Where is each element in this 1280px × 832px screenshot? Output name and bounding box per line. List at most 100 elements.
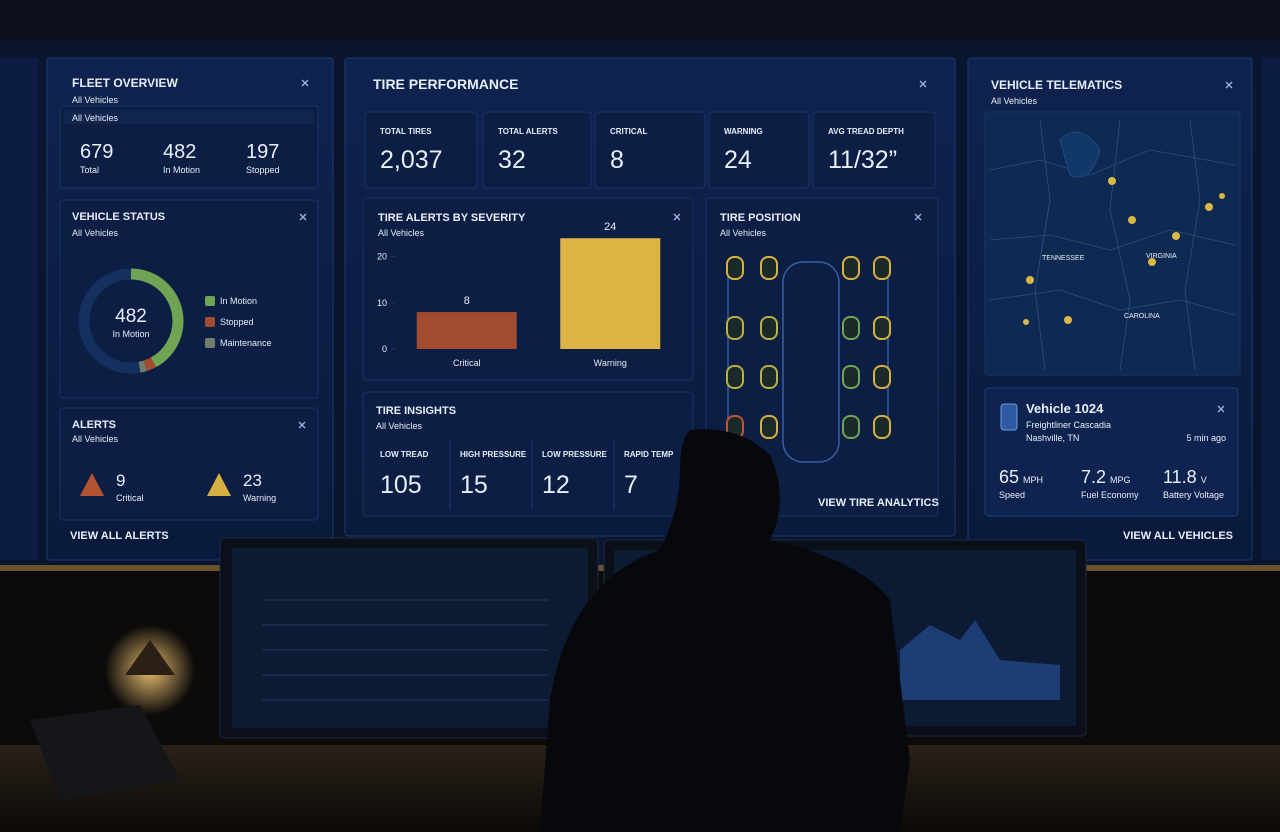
- stat-value: 2,037: [380, 146, 443, 174]
- link[interactable]: VIEW TIRE ANALYTICS: [818, 497, 939, 509]
- metric-unit: MPH: [1023, 475, 1043, 485]
- tire: [842, 256, 860, 280]
- close-icon[interactable]: [1217, 405, 1225, 413]
- panel-subtitle: All Vehicles: [720, 228, 767, 238]
- y-tick-label: 10: [377, 298, 387, 308]
- legend-label: In Motion: [220, 296, 257, 306]
- map: [984, 111, 1241, 376]
- map-markers: [1023, 177, 1225, 325]
- legend-label: Maintenance: [220, 338, 272, 348]
- vehicle-name: Vehicle 1024: [1026, 401, 1104, 416]
- close-icon[interactable]: [914, 213, 922, 221]
- link[interactable]: VIEW ALL ALERTS: [70, 530, 169, 542]
- stat-value: 15: [460, 471, 488, 499]
- tire: [760, 256, 778, 280]
- metric-value: 65: [999, 467, 1019, 487]
- legend-swatch: [205, 296, 215, 306]
- tire: [760, 365, 778, 389]
- panel-title: TIRE PERFORMANCE: [373, 76, 518, 92]
- alert-value: 23: [243, 471, 262, 490]
- donut-segment: [78, 268, 184, 374]
- tire: [873, 415, 891, 439]
- close-icon[interactable]: [299, 213, 307, 221]
- metric-unit: MPG: [1110, 475, 1131, 485]
- tire: [760, 316, 778, 340]
- map-line: [1184, 119, 1201, 371]
- tire: [726, 365, 744, 389]
- stat-label: Total: [80, 165, 99, 175]
- stat-value: 482: [163, 141, 196, 163]
- stat-label: WARNING: [724, 127, 763, 136]
- edge-screen: [1262, 58, 1280, 560]
- value-label: 24: [604, 221, 616, 233]
- metric-label: Speed: [999, 490, 1025, 500]
- card: [59, 199, 319, 399]
- x-tick-label: Warning: [594, 358, 627, 368]
- stat-label: HIGH PRESSURE: [460, 450, 527, 459]
- chart-title: TIRE ALERTS BY SEVERITY: [378, 212, 526, 224]
- alert-value: 9: [116, 471, 125, 490]
- stat-label: TOTAL ALERTS: [498, 127, 558, 136]
- vehicle-time: 5 min ago: [1186, 433, 1226, 443]
- link[interactable]: VIEW ALL VEHICLES: [1123, 530, 1233, 542]
- stat-card: [594, 111, 706, 189]
- stat-value: 32: [498, 146, 526, 174]
- panel-subtitle: All Vehicles: [376, 421, 423, 431]
- stat-card: [708, 111, 810, 189]
- bar: [560, 238, 661, 349]
- stat-label: In Motion: [163, 165, 200, 175]
- monitor-chart: [900, 620, 1060, 700]
- close-icon[interactable]: [919, 80, 927, 88]
- center-value: 482: [115, 306, 147, 327]
- phone: [30, 705, 180, 800]
- map-marker: [1219, 193, 1225, 199]
- alert-label: Critical: [116, 493, 144, 503]
- close-icon[interactable]: [298, 421, 306, 429]
- legend-swatch: [205, 317, 215, 327]
- vehicle-model: Freightliner Cascadia: [1026, 420, 1111, 430]
- metric-label: Battery Voltage: [1163, 490, 1224, 500]
- map-line: [989, 149, 1236, 176]
- close-icon[interactable]: [301, 79, 309, 87]
- stat-value: 12: [542, 471, 570, 499]
- map-line: [989, 289, 1236, 316]
- stat-value: 24: [724, 146, 752, 174]
- x-tick-label: Critical: [453, 358, 481, 368]
- lamp: [125, 640, 175, 675]
- tire: [842, 415, 860, 439]
- close-icon[interactable]: [1225, 81, 1233, 89]
- metric-unit: V: [1201, 475, 1207, 485]
- panel-title: TIRE INSIGHTS: [376, 405, 456, 417]
- legend-swatch: [205, 338, 215, 348]
- stat-label: AVG TREAD DEPTH: [828, 127, 904, 136]
- panel-subtitle: All Vehicles: [72, 434, 119, 444]
- map-label: VIRGINIA: [1146, 253, 1177, 260]
- stat-card: [364, 111, 478, 189]
- vehicle-card: [984, 387, 1239, 517]
- map-line: [1034, 119, 1051, 371]
- y-tick-label: 20: [377, 252, 387, 262]
- bar: [416, 312, 517, 349]
- tire: [842, 365, 860, 389]
- map-marker: [1172, 232, 1180, 240]
- panel-subtitle: All Vehicles: [72, 95, 119, 105]
- filter-label: All Vehicles: [72, 113, 119, 123]
- stat-label: Stopped: [246, 165, 280, 175]
- stat-card: [812, 111, 936, 189]
- filter-dropdown[interactable]: [64, 110, 314, 124]
- value-label: 8: [464, 295, 470, 307]
- close-icon[interactable]: [673, 213, 681, 221]
- stat-label: RAPID TEMP: [624, 450, 674, 459]
- lake: [1059, 131, 1101, 178]
- critical-icon: [80, 473, 104, 496]
- map-lines: [989, 119, 1236, 371]
- stat-value: 105: [380, 471, 422, 499]
- stat-value: 7: [624, 471, 638, 499]
- tire: [842, 316, 860, 340]
- stat-card: [482, 111, 592, 189]
- map-marker: [1064, 316, 1072, 324]
- operator-silhouette: [540, 429, 910, 832]
- map-marker: [1205, 203, 1213, 211]
